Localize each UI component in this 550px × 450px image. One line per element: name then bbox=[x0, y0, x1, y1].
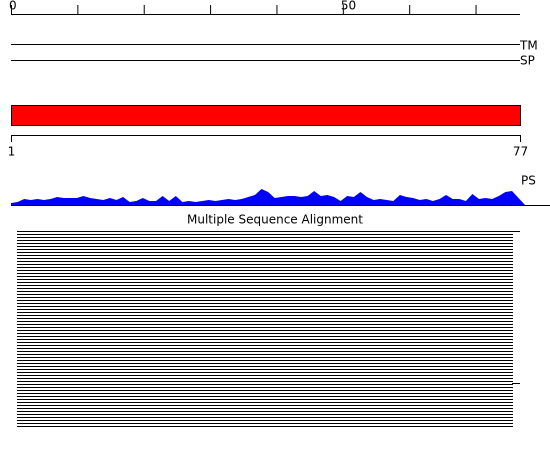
alignment-gap bbox=[17, 286, 37, 288]
sequence-label: 77 bbox=[513, 145, 528, 159]
alignment-gap bbox=[17, 343, 37, 345]
alignment-title: Multiple Sequence Alignment bbox=[187, 213, 363, 227]
track-label: SP bbox=[520, 54, 535, 68]
track-label: TM bbox=[519, 39, 538, 53]
ruler-label: 50 bbox=[341, 0, 356, 13]
alignment-gap bbox=[17, 307, 37, 309]
profile-label: PS bbox=[521, 174, 536, 188]
alignment-gap bbox=[17, 277, 37, 279]
profile-area bbox=[11, 189, 525, 205]
sequence-label: 1 bbox=[8, 145, 16, 159]
sequence-bar bbox=[11, 105, 521, 126]
alignment-gap bbox=[17, 319, 37, 321]
ruler-label: 0 bbox=[9, 0, 17, 13]
alignment-gap bbox=[17, 355, 37, 357]
alignment-gap bbox=[17, 328, 37, 330]
alignment-gap bbox=[17, 367, 37, 369]
